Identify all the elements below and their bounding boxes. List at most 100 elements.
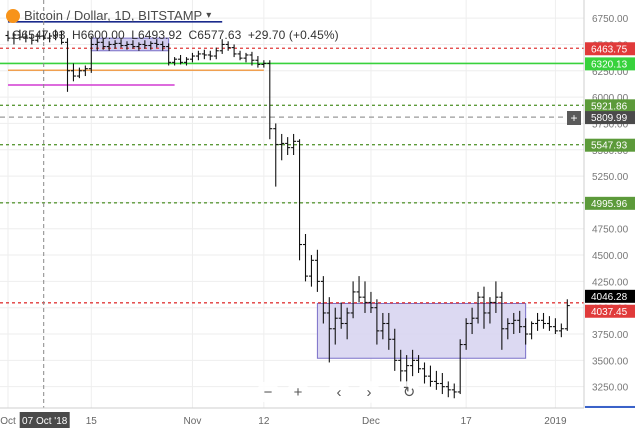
- ohlc-bar: [332, 307, 338, 345]
- ohlc-bar: [231, 44, 237, 58]
- ohlc-bar: [427, 365, 433, 387]
- ohlc-high: H6600.00: [71, 28, 125, 42]
- ohlc-bar: [457, 339, 463, 395]
- price-label-bg: [585, 57, 635, 71]
- ohlc-bar: [326, 297, 332, 363]
- price-label-5: 4995.96: [591, 199, 628, 210]
- ohlc-bar: [493, 281, 499, 313]
- ohlc-bar: [195, 50, 201, 61]
- price-label-bg: [585, 42, 635, 56]
- ohlc-bar: [362, 281, 368, 313]
- ohlc-bars: [5, 29, 570, 399]
- ohlc-bar: [267, 60, 273, 140]
- ohlc-bar: [511, 312, 517, 335]
- ohlc-bar: [303, 233, 308, 282]
- chevron-down-icon[interactable]: ▾: [206, 10, 212, 21]
- ohlc-bar: [219, 39, 225, 54]
- ohlc-bar: [386, 312, 392, 350]
- ohlc-bar: [481, 286, 487, 329]
- ohlc-bar: [112, 40, 118, 49]
- ohlc-bar: [5, 30, 11, 42]
- ohlc-bar: [59, 30, 65, 45]
- chart-header: Bitcoin / Dollar, 1D, BITSTAMP ▾: [6, 8, 211, 23]
- ohlc-bar: [356, 276, 362, 303]
- ohlc-bar: [41, 30, 47, 41]
- ohlc-bar: [273, 123, 279, 187]
- ohlc-bar: [505, 318, 511, 340]
- ohlc-bar: [374, 299, 380, 345]
- ohlc-bar: [463, 318, 469, 350]
- ohlc-bar: [76, 67, 82, 79]
- ohlc-bar: [546, 316, 552, 331]
- ohlc-bar: [23, 31, 29, 43]
- ohlc-bar: [106, 41, 112, 51]
- x-tick-label: 17: [461, 416, 473, 427]
- y-tick-label: 3500.00: [592, 356, 629, 367]
- ohlc-bar: [487, 297, 493, 324]
- ohlc-bar: [225, 41, 231, 51]
- crosshair-add-button[interactable]: +: [567, 111, 581, 125]
- price-label-0: 6463.75: [591, 44, 628, 55]
- ohlc-bar: [213, 47, 219, 60]
- ohlc-bar: [11, 32, 17, 45]
- ohlc-bar: [142, 40, 148, 49]
- ohlc-bar: [201, 49, 207, 60]
- ohlc-bar: [308, 255, 314, 287]
- ohlc-bar: [416, 355, 422, 373]
- ohlc-bar: [398, 349, 404, 382]
- x-tick-label: 12: [258, 416, 270, 427]
- ohlc-bar: [124, 41, 130, 50]
- price-label-4: 5547.93: [591, 141, 628, 152]
- ohlc-bar: [320, 276, 326, 324]
- ohlc-bar: [154, 39, 160, 48]
- ohlc-bar: [160, 41, 166, 51]
- scroll-right-button[interactable]: ›: [358, 381, 380, 403]
- ohlc-bar: [53, 29, 59, 41]
- y-tick-label: 5250.00: [592, 172, 629, 183]
- ohlc-bar: [100, 38, 106, 50]
- price-label-6: 4046.28: [591, 292, 628, 303]
- ohlc-bar: [172, 57, 178, 66]
- ohlc-bar: [118, 39, 124, 48]
- ohlc-bar: [47, 32, 53, 43]
- y-tick-label: 5750.00: [592, 119, 629, 130]
- ohlc-bar: [82, 65, 88, 77]
- y-tick-label: 4500.00: [592, 251, 629, 262]
- ohlc-bar: [368, 291, 374, 313]
- ohlc-bar: [529, 321, 535, 340]
- ohlc-bar: [541, 312, 546, 329]
- ohlc-bar: [380, 312, 386, 340]
- x-tick-label: 15: [86, 416, 98, 427]
- ohlc-bar: [410, 349, 416, 377]
- price-label-bg: [585, 138, 635, 152]
- price-label-bg: [585, 289, 635, 303]
- reset-chart-button[interactable]: ↻: [398, 381, 420, 403]
- ohlc-bar: [469, 307, 475, 335]
- y-tick-label: 6250.00: [592, 67, 629, 78]
- ohlc-bar: [189, 52, 195, 63]
- ohlc-bar: [552, 318, 558, 335]
- price-label-1: 6320.13: [591, 59, 628, 70]
- price-label-3: 5809.99: [591, 113, 628, 124]
- ohlc-bar: [535, 312, 541, 331]
- ohlc-bar: [130, 40, 136, 49]
- ohlc-bar: [88, 36, 94, 73]
- crosshair-date-label: 07 Oct '18: [22, 416, 68, 427]
- ohlc-bar: [564, 299, 570, 331]
- ohlc-bar: [35, 33, 41, 43]
- price-label-2: 5921.86: [591, 101, 628, 112]
- price-label-7: 4037.45: [591, 307, 628, 318]
- price-axis-bg: [584, 0, 640, 432]
- ohlc-open: O6547.93: [12, 28, 66, 42]
- ohlc-bar: [517, 310, 523, 333]
- ohlc-bar: [237, 50, 243, 61]
- zoom-out-button[interactable]: −: [257, 381, 279, 403]
- ohlc-close: C6577.63: [188, 28, 242, 42]
- scroll-left-button[interactable]: ‹: [328, 381, 350, 403]
- symbol-title[interactable]: Bitcoin / Dollar, 1D, BITSTAMP: [24, 8, 203, 23]
- x-tick-label: Dec: [362, 416, 380, 427]
- x-tick-label: Nov: [184, 416, 202, 427]
- zoom-in-button[interactable]: +: [287, 381, 309, 403]
- ohlc-bar: [70, 63, 76, 82]
